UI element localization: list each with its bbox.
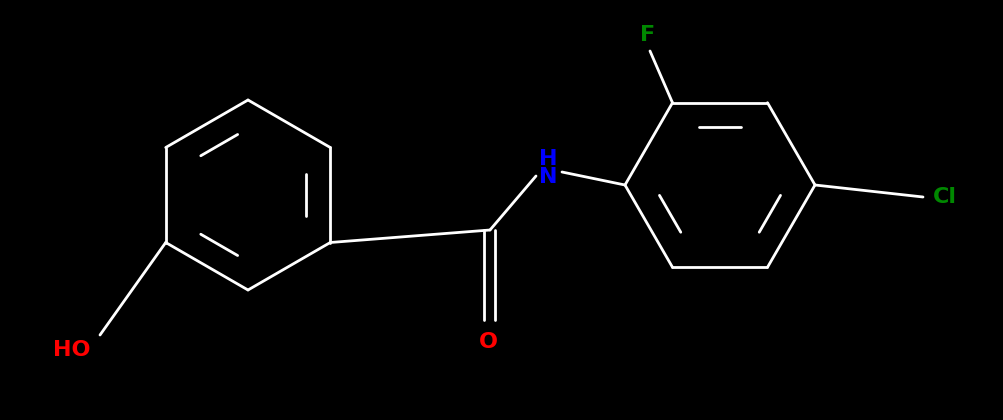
- Text: HO: HO: [53, 340, 90, 360]
- Text: H
N: H N: [539, 149, 557, 187]
- Text: O: O: [478, 332, 497, 352]
- Text: F: F: [640, 25, 655, 45]
- Text: Cl: Cl: [932, 187, 956, 207]
